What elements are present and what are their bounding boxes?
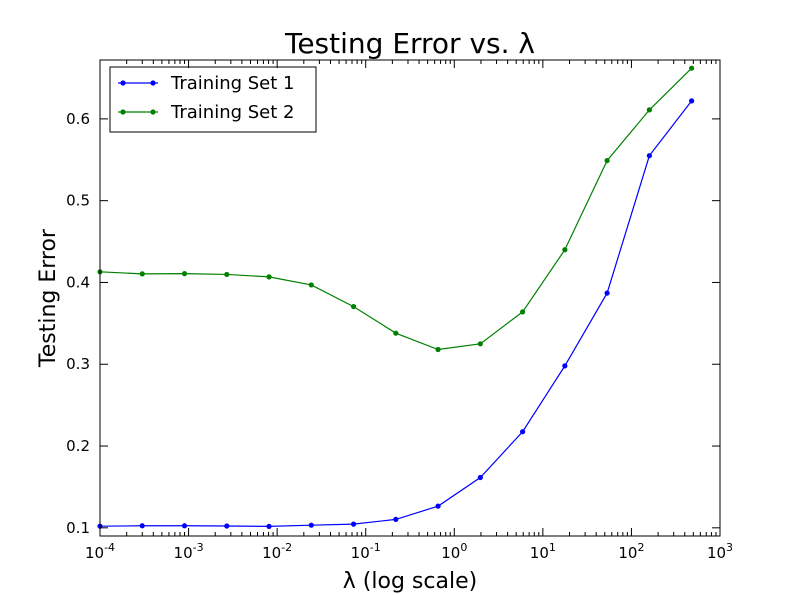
x-tick-label: 100 [441,541,467,562]
data-point [562,363,568,369]
data-point [646,153,652,159]
chart-title: Testing Error vs. λ [284,27,535,60]
x-tick-label-base: 10 [707,544,726,562]
legend-marker [120,80,126,86]
data-point [646,107,652,113]
x-tick-label-exponent: -3 [193,541,204,554]
x-tick-label-base: 10 [174,544,193,562]
x-tick-label-exponent: 2 [637,541,644,554]
series-line-1 [99,100,693,527]
data-point [435,346,441,353]
legend-marker [120,109,126,115]
x-tick-label: 10-1 [351,541,381,562]
legend-label-2: Training Set 2 [170,102,294,123]
x-tick-label: 103 [707,541,733,562]
data-point [519,429,526,435]
data-point [308,282,314,288]
x-tick-label-exponent: -2 [281,541,292,554]
data-point [181,523,188,529]
x-tick-label: 10-4 [85,541,115,562]
x-tick-label-base: 10 [351,544,370,562]
x-tick-label: 101 [530,541,556,562]
x-tick-label-exponent: -1 [370,541,381,554]
y-tick-label: 0.1 [66,519,90,537]
data-point [562,247,568,253]
data-point [350,303,357,310]
x-tick-label-exponent: 0 [460,541,467,554]
x-tick-label-exponent: 1 [549,541,556,554]
data-point [435,503,441,509]
x-tick-label-exponent: 3 [726,541,733,554]
x-tick-label-base: 10 [85,544,104,562]
data-point [139,523,145,529]
data-point [139,271,145,277]
data-point [224,271,230,278]
legend-box [109,66,317,133]
legend: Training Set 1 Training Set 2 [109,66,317,133]
data-point [689,98,695,104]
y-tick-label: 0.3 [66,355,90,373]
x-tick-label-base: 10 [618,544,637,562]
y-axis-label: Testing Error [36,228,61,368]
data-point [477,341,483,347]
data-point [393,516,399,522]
legend-label-1: Training Set 1 [170,73,294,94]
x-tick-label: 10-3 [174,541,204,562]
data-point [604,290,610,296]
x-tick-label-base: 10 [441,544,460,562]
data-point [308,522,314,528]
x-tick-label-base: 10 [530,544,549,562]
data-point [689,65,695,71]
legend-marker [150,80,156,86]
plot-frame [99,59,721,537]
data-point [266,523,272,529]
data-point [477,474,483,481]
x-tick-label-base: 10 [262,544,281,562]
y-tick-label: 0.2 [66,437,90,455]
y-tick-label: 0.4 [66,273,90,291]
y-tick-label: 0.5 [66,192,90,210]
data-point [224,523,230,529]
data-point [519,309,526,315]
x-tick-label: 10-2 [262,541,292,562]
x-tick-label-exponent: -4 [104,541,115,554]
data-point [266,274,272,280]
plot-area [97,65,695,529]
data-point [181,271,188,277]
data-point [350,521,357,527]
x-tick-label: 102 [618,541,644,562]
data-point [393,330,399,336]
legend-marker [150,109,156,115]
y-tick-label: 0.6 [66,110,90,128]
x-axis-label: λ (log scale) [343,569,477,594]
data-point [604,157,610,164]
